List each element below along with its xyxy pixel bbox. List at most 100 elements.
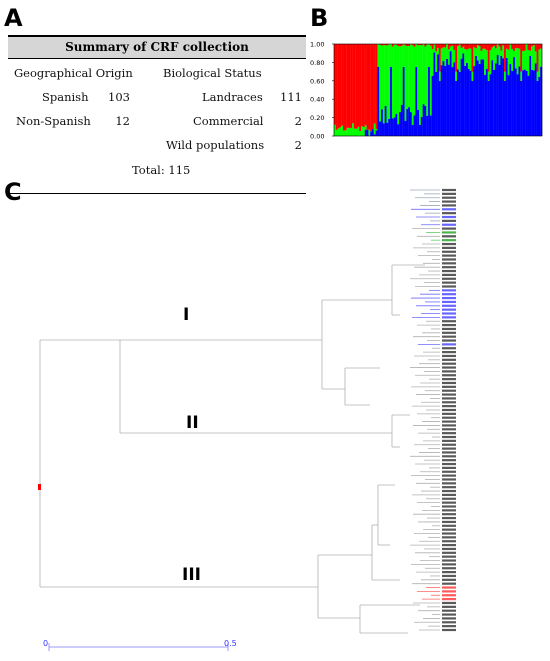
dendrogram-leaf-label: [442, 378, 456, 380]
structure-bar-plot: 1.000.800.600.400.200.00: [310, 38, 545, 143]
structure-bar-red: [374, 44, 376, 124]
cluster-label-ii: II: [186, 413, 199, 433]
structure-bar-blue: [423, 104, 425, 136]
structure-bar-green: [399, 46, 401, 112]
structure-bar-red: [464, 44, 466, 49]
structure-bar-green: [347, 128, 349, 136]
structure-bar-blue: [529, 56, 531, 136]
structure-bar-red: [370, 44, 372, 131]
structure-bar-blue: [506, 58, 508, 136]
dendrogram-leaf-label: [442, 309, 456, 311]
structure-bar-green: [339, 127, 341, 136]
structure-bar-green: [359, 131, 361, 136]
structure-bar-green: [354, 129, 356, 136]
structure-bar-red: [529, 44, 531, 51]
dendrogram-leaf-label: [442, 613, 456, 615]
structure-bar-green: [481, 51, 483, 60]
structure-bar-green: [368, 130, 370, 136]
dendrogram-leaf-label: [442, 355, 456, 357]
dendrogram-leaf-label: [442, 239, 456, 241]
structure-bar-green: [439, 72, 441, 81]
row-value-non-spanish: 12: [106, 114, 130, 128]
dendrogram-leaf-label: [442, 405, 456, 407]
structure-bar-green: [350, 128, 352, 136]
structure-bar-green: [336, 130, 338, 136]
structure-bar-green: [392, 47, 394, 119]
structure-bar-blue: [432, 76, 434, 136]
structure-bar-red: [468, 44, 470, 49]
structure-bar-blue: [475, 56, 477, 136]
dendrogram-leaf-label: [442, 598, 456, 600]
structure-bar-green: [457, 46, 459, 69]
dendrogram-leaf-label: [442, 393, 456, 395]
structure-bar-blue: [508, 75, 510, 136]
table-body: Geographical Origin Biological Status Sp…: [8, 59, 306, 194]
panel-label-a: A: [4, 6, 23, 30]
dendrogram-leaf-label: [442, 289, 456, 291]
structure-bar-blue: [537, 81, 539, 136]
dendrogram-leaf-label: [442, 343, 456, 345]
dendrogram-leaf-label: [442, 567, 456, 569]
structure-bar-green: [417, 45, 419, 109]
structure-bar-blue: [504, 81, 506, 136]
structure-bar-red: [354, 44, 356, 129]
structure-bar-red: [491, 44, 493, 47]
structure-bar-green: [345, 130, 347, 136]
panel-label-b: B: [310, 6, 328, 30]
structure-bar-green: [433, 45, 435, 53]
structure-bar-green: [448, 49, 450, 64]
dendrogram-leaf-label: [442, 563, 456, 565]
cluster-label-i: I: [183, 305, 189, 325]
structure-bar-blue: [388, 119, 390, 136]
structure-bar-blue: [412, 125, 414, 136]
dendrogram-leaf-label: [442, 366, 456, 368]
structure-bar-green: [533, 45, 535, 70]
structure-bar-green: [455, 72, 457, 81]
structure-bar-red: [537, 44, 539, 72]
structure-bar-blue: [428, 67, 430, 136]
structure-bar-green: [395, 45, 397, 114]
structure-bar-green: [488, 72, 490, 81]
structure-bar-blue: [482, 59, 484, 136]
row-value-commercial: 2: [274, 114, 302, 128]
structure-bar-green: [394, 45, 396, 118]
structure-bar-red: [350, 44, 352, 128]
structure-bar-green: [471, 72, 473, 81]
dendrogram-leaf-label: [442, 505, 456, 507]
structure-bar-blue: [435, 72, 437, 136]
structure-bar-green: [479, 46, 481, 64]
dendrogram-leaf-label: [442, 258, 456, 260]
structure-bar-green: [408, 46, 410, 107]
structure-bar-red: [524, 44, 526, 51]
dendrogram-leaf-label: [442, 471, 456, 473]
dendrogram-leaf-label: [442, 544, 456, 546]
dendrogram-leaf-label: [442, 251, 456, 253]
structure-bar-blue: [500, 56, 502, 136]
structure-bar-blue: [410, 112, 412, 136]
structure-bar-red: [517, 44, 519, 48]
dendrogram-leaf-label: [442, 451, 456, 453]
dendrogram-leaf-label: [442, 386, 456, 388]
structure-bar-blue: [462, 53, 464, 136]
structure-bar-green: [482, 49, 484, 60]
header-biological-status: Biological Status: [163, 66, 262, 80]
structure-y-axis: 1.00 0.80 0.60 0.40 0.20 0.00: [310, 41, 334, 141]
structure-bar-red: [495, 44, 497, 48]
structure-bar-green: [468, 49, 470, 69]
dendrogram-leaf-label: [442, 494, 456, 496]
structure-bar-blue: [471, 81, 473, 136]
structure-bar-blue: [414, 115, 416, 136]
structure-bar-blue: [452, 67, 454, 136]
dendrogram-leaf-label: [442, 351, 456, 353]
structure-bar-blue: [392, 118, 394, 136]
structure-bar-red: [471, 44, 473, 72]
structure-bars: [334, 44, 542, 136]
dendrogram-leaf-label: [442, 220, 456, 222]
dendrogram-leaf-label: [442, 339, 456, 341]
structure-bar-green: [361, 126, 363, 136]
structure-bar-blue: [526, 71, 528, 136]
structure-bar-blue: [419, 125, 421, 136]
structure-bar-green: [526, 44, 528, 71]
structure-bar-green: [537, 72, 539, 81]
dendrogram-leaf-label: [442, 529, 456, 531]
